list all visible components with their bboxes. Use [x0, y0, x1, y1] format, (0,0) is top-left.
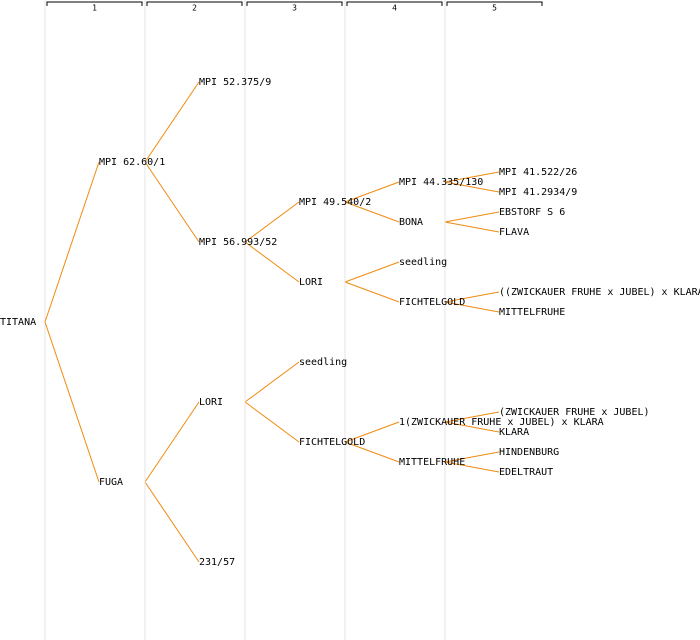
node-label: MPI 49.540/2	[299, 197, 371, 208]
node-label: LORI	[199, 397, 223, 408]
edge	[244, 201, 300, 243]
column-bracket	[46, 1, 143, 6]
node-label: seedling	[299, 357, 347, 368]
node-label: FUGA	[99, 477, 123, 488]
node-label: FICHTELGOLD	[299, 437, 365, 448]
column-bracket	[446, 1, 543, 6]
edge	[344, 281, 400, 303]
node-label: FICHTELGOLD	[399, 297, 465, 308]
edge	[144, 401, 200, 483]
node-label: 231/57	[199, 557, 235, 568]
edge	[144, 481, 200, 563]
node-label: EBSTORF S 6	[499, 207, 565, 218]
node-label: MPI 62.60/1	[99, 157, 165, 168]
node-label: BONA	[399, 217, 423, 228]
column-header: 1	[92, 4, 97, 13]
node-label: (ZWICKAUER FRUHE x JUBEL)	[499, 407, 650, 418]
edge	[344, 181, 400, 203]
node-label: KLARA	[499, 427, 529, 438]
edge	[344, 201, 400, 223]
edge	[444, 301, 500, 313]
edge	[144, 161, 200, 243]
edge	[244, 241, 300, 283]
edge	[144, 81, 200, 163]
node-label: EDELTRAUT	[499, 467, 553, 478]
edge	[444, 291, 500, 303]
node-label: seedling	[399, 257, 447, 268]
edge	[444, 451, 500, 463]
node-label: MPI 52.375/9	[199, 77, 271, 88]
node-label: 1(ZWICKAUER FRUHE x JUBEL) x KLARA	[399, 417, 604, 428]
edge	[44, 321, 100, 483]
node-label: MITTELFRUHE	[499, 307, 565, 318]
node-label: MPI 44.335/130	[399, 177, 483, 188]
edge	[444, 461, 500, 473]
node-label: ((ZWICKAUER FRUHE x JUBEL) x KLARA	[499, 287, 700, 298]
column-header: 3	[292, 4, 297, 13]
column-bracket	[346, 1, 443, 6]
column-bracket	[146, 1, 243, 6]
node-label: MPI 41.522/26	[499, 167, 577, 178]
node-label: MPI 56.993/52	[199, 237, 277, 248]
edge	[444, 421, 500, 433]
column-header: 5	[492, 4, 497, 13]
node-label: MPI 41.2934/9	[499, 187, 577, 198]
edge	[344, 441, 400, 463]
edge	[344, 421, 400, 443]
edge	[444, 411, 500, 423]
node-label: FLAVA	[499, 227, 529, 238]
node-label: MITTELFRUHE	[399, 457, 465, 468]
edge	[344, 261, 400, 283]
node-label: HINDENBURG	[499, 447, 559, 458]
edge	[444, 211, 500, 223]
edge	[444, 181, 500, 193]
node-label: TITANA	[0, 317, 36, 328]
node-label: LORI	[299, 277, 323, 288]
column-bracket	[246, 1, 343, 6]
edge	[444, 171, 500, 183]
column-header: 4	[392, 4, 397, 13]
edge	[444, 221, 500, 233]
edge	[244, 401, 300, 443]
edge	[44, 161, 100, 323]
edge	[244, 361, 300, 403]
column-header: 2	[192, 4, 197, 13]
